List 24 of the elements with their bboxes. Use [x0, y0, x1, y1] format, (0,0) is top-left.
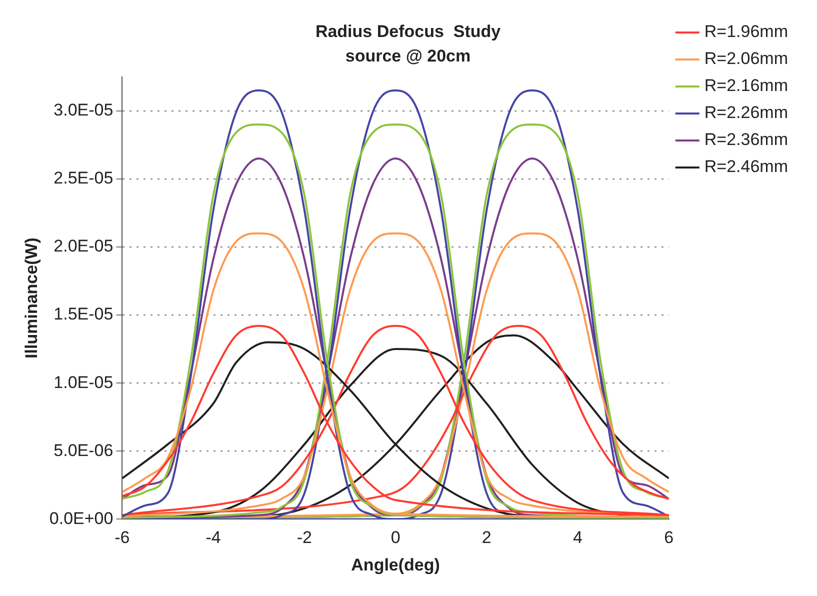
- x-tick-label: 6: [664, 528, 674, 548]
- y-tick-label: 1.0E-05: [54, 372, 114, 392]
- y-axis-title: Illuminance(W): [22, 238, 41, 358]
- x-tick-label: 4: [573, 528, 583, 548]
- legend-label: R=1.96mm: [704, 22, 788, 42]
- y-tick-label: 2.5E-05: [54, 168, 114, 188]
- x-tick-label: -2: [296, 528, 312, 548]
- y-tick-label: 0.0E+00: [49, 508, 114, 528]
- x-tick-label: 2: [482, 528, 492, 548]
- y-tick-label: 3.0E-05: [54, 100, 114, 120]
- legend-label: R=2.36mm: [704, 130, 788, 150]
- legend-label: R=2.06mm: [704, 49, 788, 68]
- x-tick-label: 0: [390, 528, 400, 548]
- legend-label: R=2.26mm: [704, 103, 788, 122]
- chart-subtitle: source @ 20cm: [345, 46, 471, 66]
- x-tick-label: -6: [114, 528, 130, 548]
- x-tick-label: -4: [206, 528, 221, 548]
- legend-label: R=2.16mm: [704, 76, 788, 96]
- y-tick-label: 2.0E-05: [54, 236, 114, 256]
- y-tick-label: 1.5E-05: [54, 304, 114, 324]
- y-tick-label: 5.0E-06: [54, 440, 114, 460]
- legend-label: R=2.46mm: [704, 157, 788, 176]
- chart-title: Radius Defocus Study: [315, 22, 502, 41]
- x-axis-title: Angle(deg): [351, 555, 440, 574]
